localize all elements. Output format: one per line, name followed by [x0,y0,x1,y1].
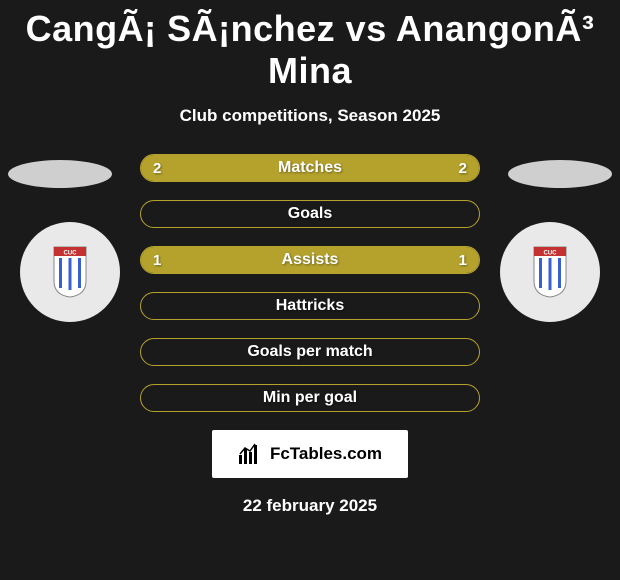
subtitle: Club competitions, Season 2025 [0,106,620,126]
svg-text:CUC: CUC [544,251,558,257]
stat-bars: 2 Matches 2 Goals 1 Assists 1 Hattricks [140,154,480,412]
stat-label: Matches [141,155,479,181]
stat-bar-goals: Goals [140,200,480,228]
player-avatar-left-placeholder [8,160,112,188]
stat-value-right: 2 [459,155,467,181]
stat-bar-goals-per-match: Goals per match [140,338,480,366]
branding-logo-icon [238,443,264,465]
stat-label: Goals per match [141,339,479,365]
stat-value-right: 1 [459,247,467,273]
stat-label: Goals [141,201,479,227]
stat-bar-matches: 2 Matches 2 [140,154,480,182]
stat-bar-assists: 1 Assists 1 [140,246,480,274]
svg-text:CUC: CUC [64,251,78,257]
comparison-area: CUC CUC 2 Matches 2 Goals [0,154,620,516]
player-avatar-right-placeholder [508,160,612,188]
club-badge-right: CUC [500,222,600,322]
branding-text: FcTables.com [270,444,382,464]
branding-box: FcTables.com [212,430,408,478]
stat-label: Assists [141,247,479,273]
stat-label: Min per goal [141,385,479,411]
stat-bar-min-per-goal: Min per goal [140,384,480,412]
club-badge-left: CUC [20,222,120,322]
footer-date: 22 february 2025 [0,496,620,516]
club-crest-icon: CUC [52,245,88,299]
stat-bar-hattricks: Hattricks [140,292,480,320]
club-crest-icon: CUC [532,245,568,299]
page-title: CangÃ¡ SÃ¡nchez vs AnangonÃ³ Mina [0,0,620,92]
stat-label: Hattricks [141,293,479,319]
